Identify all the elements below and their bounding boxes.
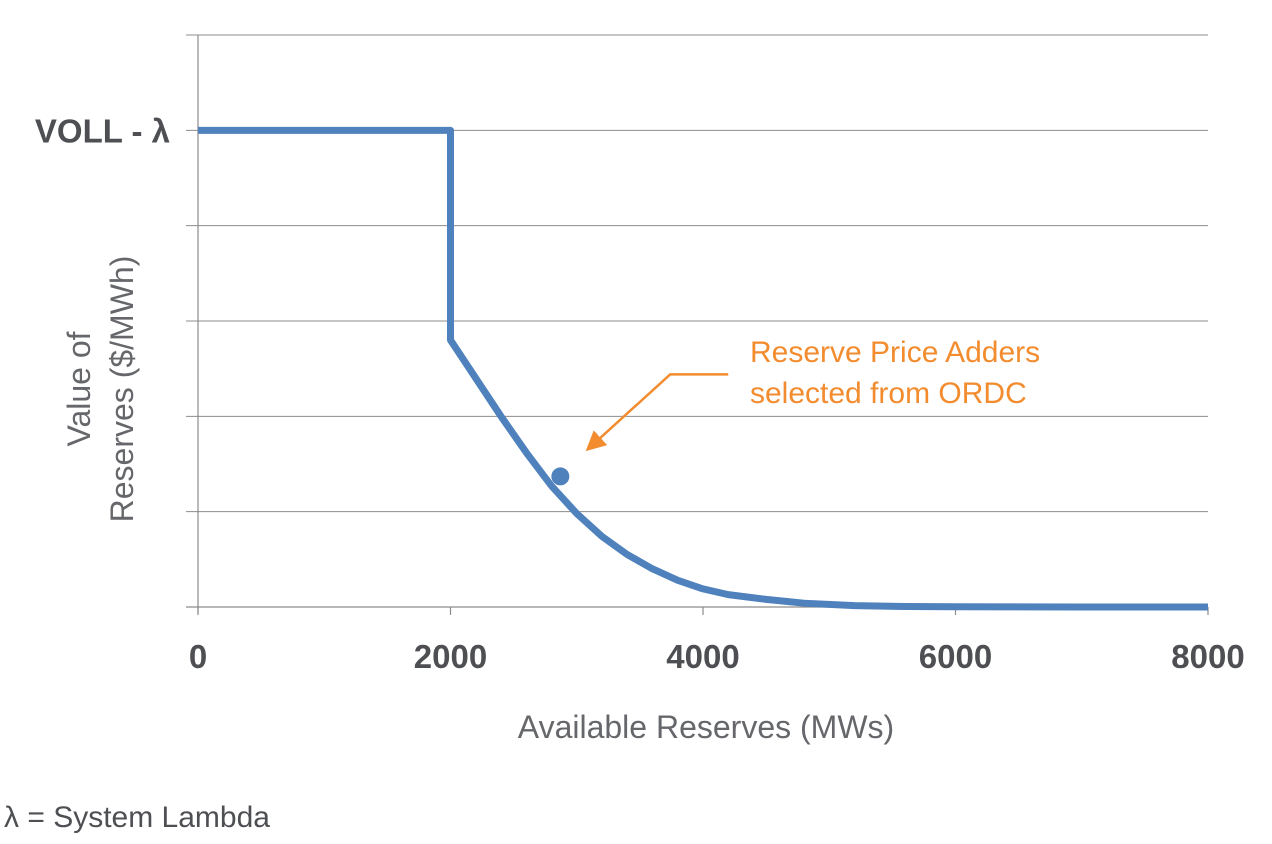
series-group: [198, 126, 1208, 611]
y-tick-label-0: VOLL - λ: [35, 112, 170, 149]
x-tick-label-3: 6000: [919, 638, 992, 675]
highlight-point: [551, 467, 570, 486]
grid-lines: [186, 34, 1208, 513]
annotation-arrow: [585, 373, 729, 452]
y-axis-title-line-2: Reserves ($/MWh): [104, 256, 140, 523]
annotation-text-line-1: selected from ORDC: [750, 377, 1027, 410]
x-tick-label-1: 2000: [414, 638, 487, 675]
axes: [186, 35, 1209, 615]
x-tick-label-4: 8000: [1171, 638, 1244, 675]
x-tick-label-2: 4000: [666, 638, 739, 675]
y-axis-title-line-1: Value of: [61, 331, 97, 446]
tick-labels: 0 2000 4000 6000 8000 VOLL - λ: [35, 112, 1245, 675]
x-tick-label-0: 0: [189, 638, 207, 675]
footnote: λ = System Lambda: [4, 801, 270, 834]
x-axis-title: Available Reserves (MWs): [518, 709, 894, 745]
annotation: Reserve Price Adders selected from ORDC: [585, 336, 1040, 452]
series-line-0: [198, 126, 1208, 611]
annotation-text-line-0: Reserve Price Adders: [750, 336, 1040, 369]
